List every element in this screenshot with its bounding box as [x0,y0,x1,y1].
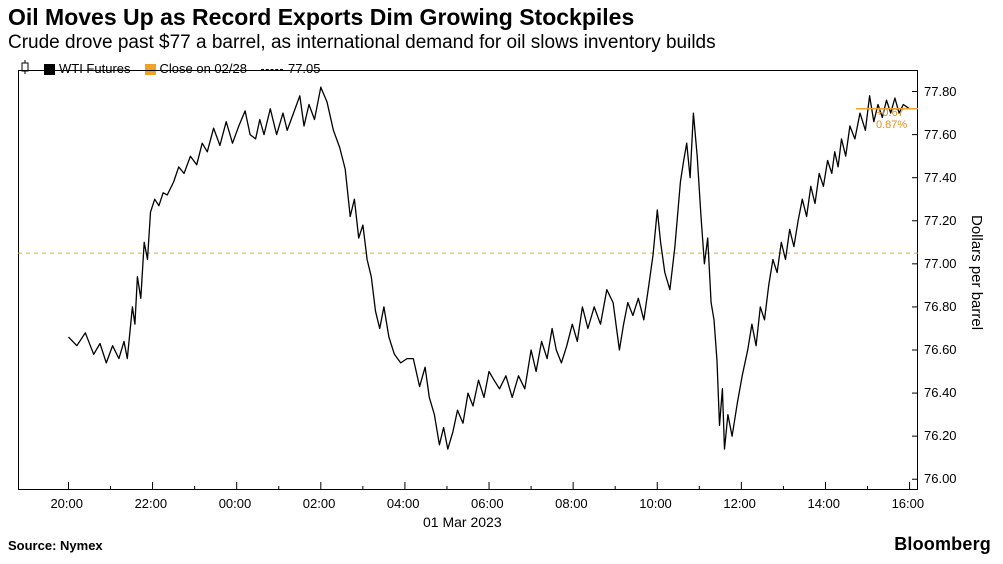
x-tick-label: 12:00 [723,496,756,511]
chart-title: Oil Moves Up as Record Exports Dim Growi… [8,4,634,31]
y-tick-label: 77.80 [924,84,957,99]
x-tick-label: 14:00 [807,496,840,511]
x-tick-label: 10:00 [639,496,672,511]
x-tick-label: 22:00 [135,496,168,511]
delta-value: +0.67 [876,107,907,119]
pct-value: 0.87% [876,119,907,131]
y-tick-label: 76.80 [924,299,957,314]
x-tick-label: 16:00 [892,496,925,511]
y-tick-label: 77.20 [924,213,957,228]
end-annotation: +0.67 0.87% [876,107,907,131]
y-tick-label: 77.60 [924,127,957,142]
y-tick-label: 76.60 [924,342,957,357]
x-tick-label: 04:00 [387,496,420,511]
x-tick-label: 08:00 [555,496,588,511]
y-tick-label: 76.00 [924,471,957,486]
x-tick-label: 06:00 [471,496,504,511]
brand-label: Bloomberg [893,534,991,555]
x-tick-label: 20:00 [50,496,83,511]
y-tick-label: 77.40 [924,170,957,185]
y-tick-label: 76.20 [924,428,957,443]
x-axis-title: 01 Mar 2023 [423,514,502,530]
x-tick-label: 02:00 [303,496,336,511]
source-label: Source: Nymex [8,538,103,553]
chart-subtitle: Crude drove past $77 a barrel, as intern… [8,32,716,54]
y-tick-label: 76.40 [924,385,957,400]
x-tick-label: 00:00 [219,496,252,511]
y-axis-title: Dollars per barrel [968,215,985,330]
y-tick-label: 77.00 [924,256,957,271]
price-chart [18,70,918,490]
